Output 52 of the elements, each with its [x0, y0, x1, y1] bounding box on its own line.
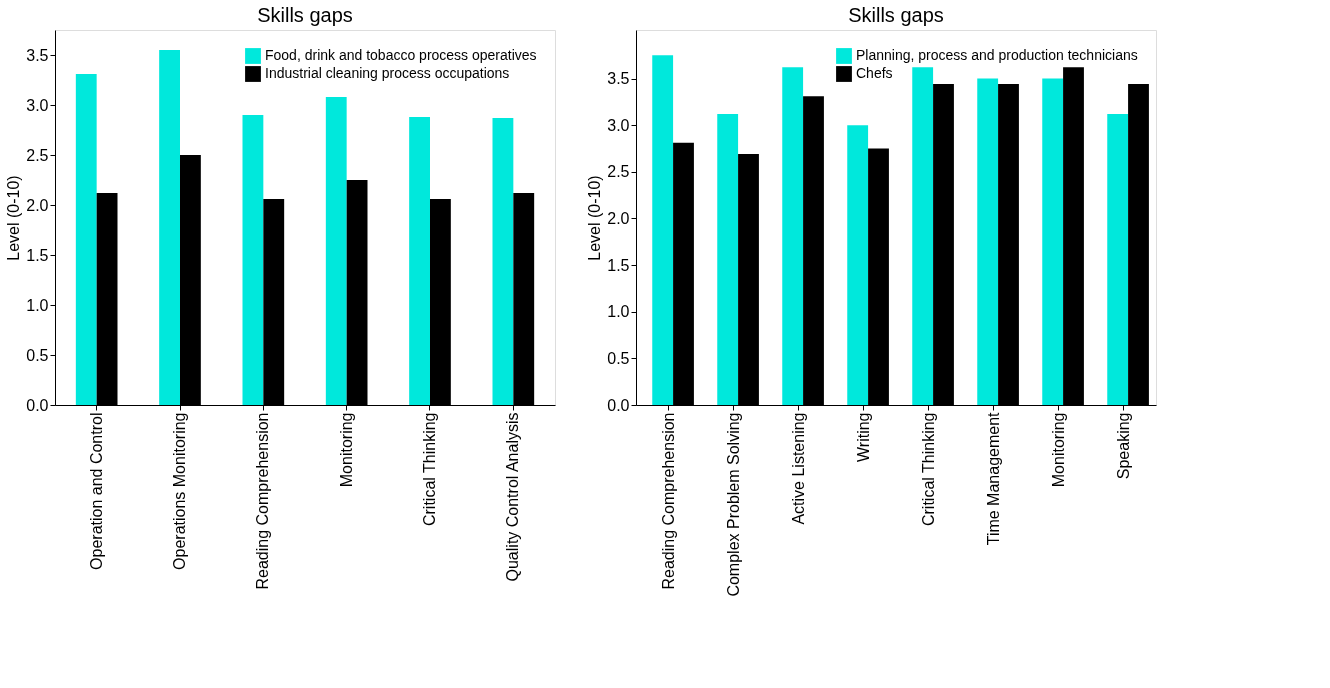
legend-label: Food, drink and tobacco process operatives	[265, 47, 537, 63]
x-tick-label: Time Management	[984, 411, 1002, 546]
y-tick-label: 1.0	[607, 303, 630, 321]
y-axis-title: Level (0-10)	[5, 175, 23, 261]
x-tick-label: Active Listening	[789, 412, 807, 525]
bar	[717, 113, 739, 405]
legend-label: Industrial cleaning process occupations	[265, 65, 510, 81]
y-tick-label: 3.5	[607, 70, 630, 88]
y-tick-label: 3.0	[26, 96, 49, 114]
bar	[652, 55, 674, 405]
x-tick-label: Quality Control Analysis	[504, 412, 522, 582]
bar	[977, 78, 999, 405]
bar	[492, 118, 514, 405]
y-tick-label: 1.0	[26, 296, 49, 314]
bar	[75, 74, 97, 405]
y-tick-label: 1.5	[26, 246, 49, 264]
y-tick-label: 2.0	[607, 209, 630, 227]
x-tick-label: Complex Problem Solving	[724, 412, 742, 597]
bar	[782, 67, 804, 405]
y-tick-label: 2.5	[26, 146, 49, 164]
bar	[1107, 113, 1129, 405]
y-tick-label: 3.5	[26, 46, 49, 64]
bar	[325, 97, 347, 405]
y-axis-title: Level (0-10)	[586, 175, 604, 261]
x-tick-label: Writing	[854, 412, 872, 462]
y-tick-label: 2.5	[607, 163, 630, 181]
legend-label: Chefs	[856, 65, 893, 81]
y-tick-label: 0.5	[607, 349, 630, 367]
y-tick-label: 2.0	[26, 196, 49, 214]
bar	[242, 115, 264, 405]
bar	[912, 67, 934, 405]
x-tick-label: Critical Thinking	[919, 412, 937, 527]
chart-title: Skills gaps	[848, 4, 944, 26]
bar	[847, 125, 869, 405]
y-tick-label: 0.0	[26, 396, 49, 414]
bar	[159, 50, 180, 405]
legend-label: Planning, process and production technicians	[856, 47, 1138, 63]
bar	[1042, 78, 1064, 405]
x-tick-label: Operations Monitoring	[171, 412, 188, 570]
x-tick-label: Critical Thinking	[421, 412, 438, 527]
y-tick-label: 3.0	[607, 116, 630, 134]
x-tick-label: Speaking	[1114, 412, 1132, 480]
y-tick-label: 0.0	[607, 396, 630, 414]
x-tick-label: Monitoring	[337, 412, 355, 488]
x-tick-label: Operation and Control	[87, 412, 105, 570]
bar	[409, 117, 430, 405]
y-tick-label: 0.5	[26, 346, 49, 364]
y-tick-label: 1.5	[607, 256, 630, 274]
chart-title: Skills gaps	[257, 4, 353, 26]
x-tick-label: Monitoring	[1049, 412, 1067, 488]
x-tick-label: Reading Comprehension	[254, 412, 272, 590]
x-tick-label: Reading Comprehension	[659, 412, 677, 590]
